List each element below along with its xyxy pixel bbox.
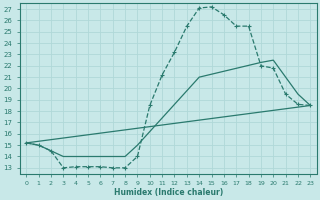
X-axis label: Humidex (Indice chaleur): Humidex (Indice chaleur): [114, 188, 223, 197]
